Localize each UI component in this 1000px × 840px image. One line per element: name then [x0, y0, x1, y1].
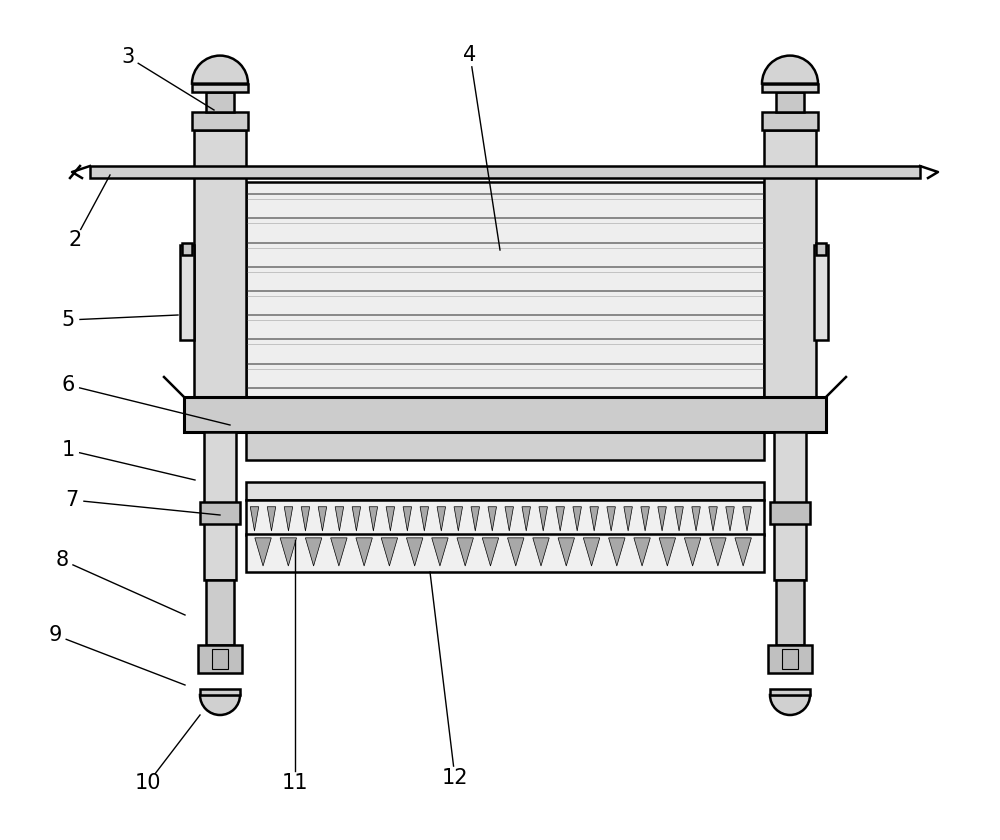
- Polygon shape: [454, 507, 463, 531]
- Polygon shape: [710, 538, 726, 566]
- Text: 6: 6: [61, 375, 75, 395]
- Polygon shape: [607, 507, 615, 531]
- Bar: [198, 645, 242, 673]
- Bar: [246, 534, 764, 572]
- Polygon shape: [508, 538, 524, 566]
- Polygon shape: [406, 538, 423, 566]
- Bar: [206, 580, 234, 645]
- Polygon shape: [735, 538, 751, 566]
- Polygon shape: [356, 538, 372, 566]
- Wedge shape: [770, 695, 810, 715]
- Text: 8: 8: [55, 550, 69, 570]
- Text: 10: 10: [135, 773, 161, 793]
- Polygon shape: [658, 507, 666, 531]
- Polygon shape: [609, 538, 625, 566]
- Polygon shape: [335, 507, 344, 531]
- Polygon shape: [318, 507, 327, 531]
- Bar: [770, 689, 810, 695]
- Polygon shape: [280, 538, 297, 566]
- Bar: [192, 84, 248, 92]
- Polygon shape: [556, 507, 564, 531]
- Polygon shape: [432, 538, 448, 566]
- Polygon shape: [369, 507, 378, 531]
- Polygon shape: [684, 538, 701, 566]
- Polygon shape: [539, 507, 547, 531]
- Bar: [782, 649, 798, 669]
- Wedge shape: [200, 695, 240, 715]
- Bar: [246, 182, 764, 400]
- Polygon shape: [590, 507, 598, 531]
- Bar: [776, 580, 804, 645]
- Polygon shape: [482, 538, 499, 566]
- Bar: [184, 397, 826, 432]
- Bar: [192, 112, 248, 130]
- Polygon shape: [488, 507, 497, 531]
- Polygon shape: [284, 507, 293, 531]
- Polygon shape: [420, 507, 429, 531]
- Polygon shape: [457, 538, 473, 566]
- Polygon shape: [301, 507, 310, 531]
- Polygon shape: [437, 507, 446, 531]
- Bar: [194, 130, 246, 428]
- Polygon shape: [352, 507, 361, 531]
- Text: 11: 11: [282, 773, 308, 793]
- Bar: [768, 645, 812, 673]
- Polygon shape: [726, 507, 734, 531]
- Polygon shape: [386, 507, 395, 531]
- Bar: [770, 501, 810, 524]
- Wedge shape: [762, 55, 818, 84]
- Bar: [246, 482, 764, 500]
- Text: 7: 7: [65, 490, 79, 510]
- Polygon shape: [471, 507, 480, 531]
- Bar: [180, 245, 194, 340]
- Polygon shape: [522, 507, 530, 531]
- Text: 5: 5: [61, 310, 75, 330]
- Polygon shape: [331, 538, 347, 566]
- Polygon shape: [267, 507, 276, 531]
- Polygon shape: [641, 507, 649, 531]
- Polygon shape: [250, 507, 259, 531]
- Bar: [182, 243, 192, 255]
- Text: 9: 9: [48, 625, 62, 645]
- Bar: [90, 166, 920, 178]
- Bar: [816, 243, 826, 255]
- Polygon shape: [583, 538, 600, 566]
- Polygon shape: [381, 538, 398, 566]
- Bar: [200, 689, 240, 695]
- Bar: [246, 432, 764, 460]
- Bar: [200, 501, 240, 524]
- Bar: [764, 130, 816, 428]
- Polygon shape: [558, 538, 574, 566]
- Bar: [246, 500, 764, 535]
- Polygon shape: [675, 507, 683, 531]
- Bar: [204, 432, 236, 580]
- Bar: [814, 245, 828, 340]
- Bar: [206, 92, 234, 112]
- Polygon shape: [624, 507, 632, 531]
- Text: 1: 1: [61, 440, 75, 460]
- Polygon shape: [305, 538, 322, 566]
- Polygon shape: [573, 507, 581, 531]
- Wedge shape: [192, 55, 248, 84]
- Text: 3: 3: [121, 47, 135, 67]
- Polygon shape: [403, 507, 412, 531]
- Polygon shape: [709, 507, 717, 531]
- Text: 12: 12: [442, 768, 468, 788]
- Text: 2: 2: [68, 230, 82, 250]
- Polygon shape: [533, 538, 549, 566]
- Bar: [774, 432, 806, 580]
- Polygon shape: [692, 507, 700, 531]
- Polygon shape: [634, 538, 650, 566]
- Polygon shape: [255, 538, 271, 566]
- Polygon shape: [659, 538, 676, 566]
- Polygon shape: [743, 507, 751, 531]
- Bar: [762, 84, 818, 92]
- Bar: [212, 649, 228, 669]
- Bar: [776, 92, 804, 112]
- Polygon shape: [505, 507, 513, 531]
- Text: 4: 4: [463, 45, 477, 65]
- Bar: [762, 112, 818, 130]
